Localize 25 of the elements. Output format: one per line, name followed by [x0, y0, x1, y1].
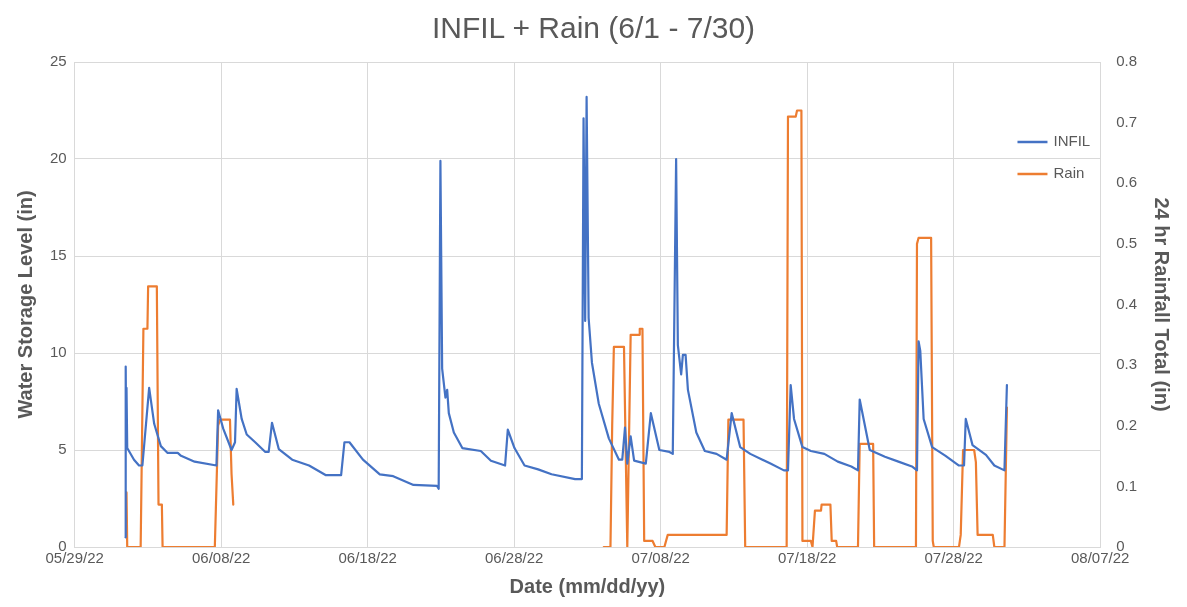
x-tick-label: 06/08/22	[191, 549, 251, 567]
y2-tick-label: 0.4	[1116, 294, 1138, 312]
y2-tick-label: 0.7	[1116, 112, 1138, 130]
x-axis-title: Date (mm/dd/yy)	[509, 574, 666, 597]
y2-tick-label: 0.5	[1116, 234, 1138, 252]
y-tick-label: 10	[50, 343, 67, 361]
x-tick-label: 06/18/22	[338, 549, 397, 567]
y2-tick-label: 0.1	[1116, 476, 1138, 494]
y2-tick-label: 0.3	[1116, 355, 1138, 373]
x-tick-label: 07/18/22	[777, 549, 837, 567]
y-tick-label: 15	[50, 246, 67, 264]
y-tick-label: 25	[50, 52, 67, 70]
legend-label: Rain	[1053, 164, 1085, 182]
x-tick-label: 06/28/22	[484, 549, 544, 567]
y-tick-label: 20	[50, 149, 67, 167]
y2-tick-label: 0.8	[1116, 52, 1138, 70]
chart-title: INFIL + Rain (6/1 - 7/30)	[431, 11, 756, 45]
legend-label: INFIL	[1053, 132, 1091, 150]
y-axis-title: Water Storage Level (in)	[13, 190, 36, 419]
y2-tick-label: 0.6	[1116, 173, 1138, 191]
y2-axis-title: 24 hr Rainfall Total (in)	[1151, 197, 1174, 412]
y-tick-label: 5	[58, 440, 67, 458]
x-tick-label: 07/08/22	[631, 549, 690, 567]
x-tick-label: 07/28/22	[924, 549, 983, 567]
y2-tick-label: 0.2	[1116, 415, 1138, 433]
